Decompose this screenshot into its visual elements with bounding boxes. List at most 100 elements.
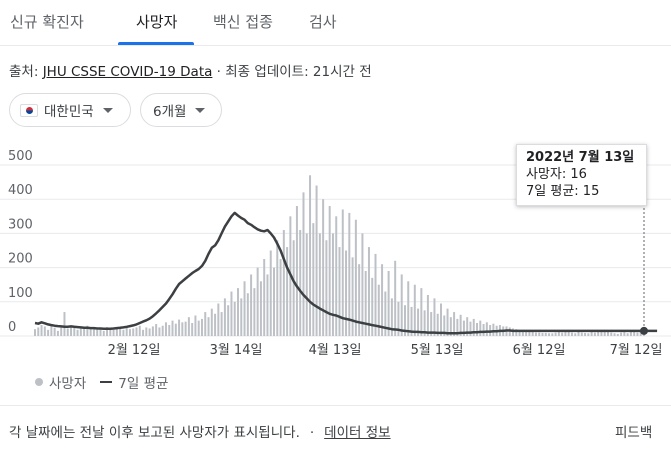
hover-dot: [640, 326, 648, 335]
deaths-bar: [374, 253, 377, 336]
deaths-bar: [99, 328, 102, 336]
y-tick-label: 100: [8, 286, 33, 301]
deaths-bar: [426, 294, 429, 336]
deaths-bar: [440, 303, 442, 336]
deaths-bar: [233, 301, 236, 336]
deaths-bar: [286, 247, 289, 336]
deaths-bar: [282, 229, 285, 336]
tab-vaccinations[interactable]: 백신 접종: [213, 13, 273, 31]
deaths-bar: [63, 312, 66, 336]
deaths-bar: [318, 233, 321, 336]
deaths-bar: [348, 212, 351, 336]
tab-deaths[interactable]: 사망자: [136, 13, 178, 31]
deaths-bar: [361, 233, 364, 336]
deaths-bar: [567, 331, 570, 336]
deaths-bar: [148, 328, 151, 336]
deaths-bar: [443, 315, 446, 336]
deaths-bar: [351, 257, 354, 336]
tab-tests[interactable]: 검사: [309, 13, 337, 31]
deaths-bar: [407, 281, 410, 336]
deaths-bar: [102, 330, 105, 336]
x-tick-label: 2월 12일: [108, 343, 161, 358]
deaths-bar: [639, 331, 642, 336]
deaths-bar: [295, 206, 298, 336]
deaths-bar: [191, 323, 194, 336]
deaths-bar: [217, 303, 220, 336]
deaths-bar: [145, 327, 148, 336]
deaths-bar: [387, 271, 390, 336]
deaths-bar: [151, 326, 154, 336]
deaths-bar: [309, 175, 312, 336]
deaths-bar: [610, 332, 613, 336]
deaths-bar: [276, 240, 279, 336]
deaths-bar: [53, 327, 56, 336]
deaths-bar: [279, 259, 282, 336]
y-tick-label: 300: [8, 217, 33, 232]
deaths-bar: [128, 329, 131, 336]
deaths-bar: [164, 322, 167, 336]
deaths-bar: [636, 332, 639, 336]
source-line: 출처: JHU CSSE COVID-19 Data · 최종 업데이트: 21…: [9, 60, 372, 80]
deaths-bar: [112, 329, 115, 336]
tooltip-date: 2022년 7월 13일: [526, 150, 635, 165]
deaths-bar: [227, 305, 230, 336]
deaths-bar: [564, 331, 567, 336]
deaths-bar: [600, 331, 603, 336]
deaths-bar: [570, 332, 573, 336]
deaths-bar: [456, 318, 459, 336]
footer-separator: ·: [309, 425, 315, 441]
deaths-bar: [256, 267, 259, 336]
deaths-bar: [587, 333, 590, 336]
deaths-bar: [76, 329, 79, 336]
tab-new-cases[interactable]: 신규 확진자: [10, 13, 84, 31]
deaths-bar: [43, 326, 46, 336]
deaths-legend-dot-icon: [35, 378, 43, 386]
deaths-bar: [79, 327, 82, 336]
footer: 각 날짜에는 전날 이후 보고된 사망자가 표시됩니다. · 데이터 정보 피드백: [0, 405, 671, 441]
deaths-chart[interactable]: 0 100 200 300 400 500 2월 12일 3월 14일 4월 13일 5월 13일…: [0, 140, 671, 365]
deaths-bar: [237, 288, 239, 336]
source-link[interactable]: JHU CSSE COVID-19 Data: [42, 64, 213, 80]
region-dropdown[interactable]: 대한민국: [9, 93, 131, 127]
legend-deaths: 사망자: [49, 376, 87, 392]
y-tick-label: 0: [8, 320, 16, 335]
footer-note: 각 날짜에는 전날 이후 보고된 사망자가 표시됩니다. · 데이터 정보: [9, 421, 391, 441]
deaths-bar: [174, 323, 177, 336]
deaths-bar: [243, 281, 246, 336]
tab-bar: 신규 확진자 사망자 백신 접종 검사: [0, 0, 671, 46]
deaths-bar: [115, 328, 118, 336]
deaths-bar: [577, 331, 580, 336]
deaths-bar: [561, 332, 564, 336]
deaths-bar: [597, 331, 600, 336]
deaths-bar: [86, 325, 89, 336]
deaths-bar: [96, 329, 99, 336]
data-info-link[interactable]: 데이터 정보: [324, 425, 391, 441]
deaths-bar: [459, 314, 462, 336]
deaths-bar: [197, 320, 200, 336]
deaths-bar: [413, 284, 416, 336]
deaths-bar: [155, 324, 158, 336]
deaths-bar: [453, 312, 456, 336]
period-label: 6개월: [153, 104, 187, 120]
average-line: [34, 211, 658, 335]
deaths-bar: [367, 247, 370, 336]
deaths-bar: [551, 333, 554, 336]
deaths-bar: [462, 320, 465, 336]
deaths-bar: [132, 328, 135, 336]
feedback-link[interactable]: 피드백: [615, 425, 653, 441]
period-dropdown[interactable]: 6개월: [140, 93, 222, 127]
source-updated: · 최종 업데이트: 21시간 전: [212, 64, 372, 80]
deaths-bar: [181, 322, 184, 336]
tooltip-average: 7일 평균: 15: [526, 184, 600, 199]
footer-note-text: 각 날짜에는 전날 이후 보고된 사망자가 표시됩니다.: [9, 425, 300, 441]
deaths-bar: [482, 324, 485, 336]
deaths-bar: [430, 312, 433, 336]
deaths-bar: [37, 327, 40, 336]
deaths-bar: [525, 331, 528, 336]
deaths-bar: [548, 333, 551, 336]
deaths-bar: [302, 192, 305, 336]
deaths-bar: [138, 325, 141, 336]
deaths-bar: [623, 331, 626, 336]
deaths-bar: [263, 259, 266, 336]
deaths-bar: [613, 333, 616, 336]
